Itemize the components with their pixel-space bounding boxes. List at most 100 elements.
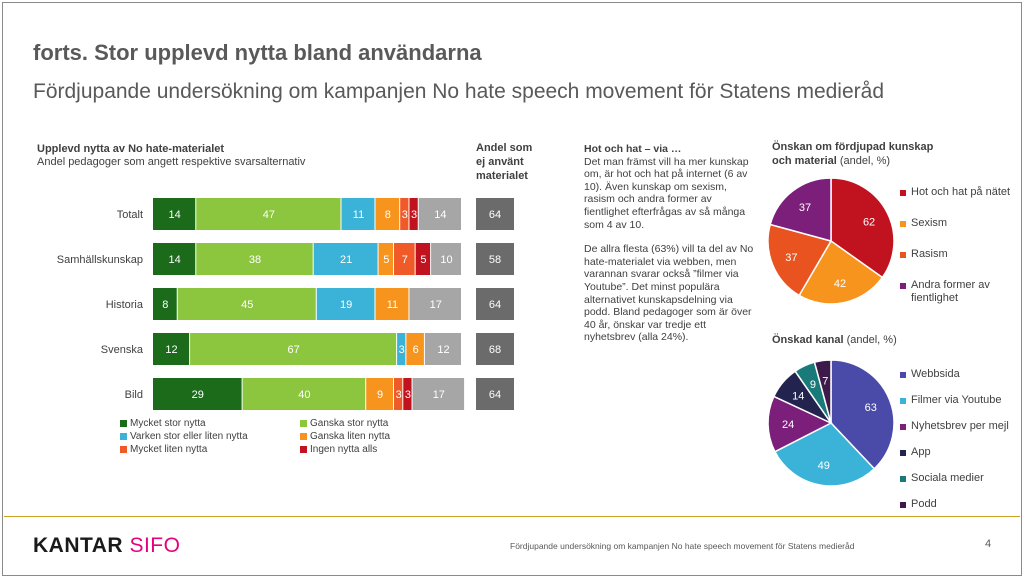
pie-value-label: 37 bbox=[785, 252, 797, 264]
pie-legend-label: Sociala medier bbox=[911, 472, 984, 484]
pie-slice bbox=[813, 359, 832, 424]
category-label: Svenska bbox=[101, 344, 144, 356]
bar-value-label: 5 bbox=[383, 254, 389, 266]
bar-value-label: 11 bbox=[387, 299, 398, 311]
bar-value-label: 7 bbox=[402, 254, 408, 266]
pie-value-label: 14 bbox=[792, 390, 804, 402]
pie-legend-swatch bbox=[900, 502, 906, 508]
pie1-title: Önskan om fördjupad kunskap och material… bbox=[772, 140, 933, 168]
bar-value-label: 19 bbox=[340, 299, 352, 311]
bar-value-label: 8 bbox=[162, 299, 168, 311]
pie-legend-swatch bbox=[900, 476, 906, 482]
pie2-title-suffix: (andel, %) bbox=[846, 334, 897, 346]
bar-chart-title: Upplevd nytta av No hate-materialet bbox=[37, 143, 225, 155]
bar-value-label: 67 bbox=[287, 344, 299, 356]
bar-segment bbox=[341, 198, 375, 230]
unused-share-heading-line: ej använt bbox=[476, 156, 524, 168]
legend-item: Mycket liten nytta bbox=[120, 443, 300, 455]
bar-chart-legend: Mycket stor nytta Ganska stor nytta Varken… bbox=[120, 417, 450, 455]
pie-legend-label: Andra former av fientlighet bbox=[911, 279, 990, 304]
pie2-title: Önskad kanal (andel, %) bbox=[772, 333, 897, 347]
bar-value-label: 40 bbox=[298, 389, 310, 401]
pie-legend-item: Webbsida bbox=[900, 368, 960, 381]
unused-share-heading-line: Andel som bbox=[476, 142, 533, 154]
legend-swatch bbox=[300, 432, 307, 440]
legend-label: Mycket liten nytta bbox=[130, 443, 208, 455]
bar-value-label: 8 bbox=[385, 209, 391, 221]
pie-legend-label: Rasism bbox=[911, 248, 948, 260]
pie-slice bbox=[773, 422, 876, 487]
pie-legend-label: Sexism bbox=[911, 217, 948, 229]
bar-value-label: 21 bbox=[340, 254, 352, 266]
pie-value-label: 49 bbox=[818, 460, 830, 472]
pie-legend-swatch bbox=[900, 372, 906, 378]
bar-value-label: 9 bbox=[377, 389, 383, 401]
category-label: Historia bbox=[106, 299, 144, 311]
unused-share-box bbox=[476, 243, 514, 275]
pie-legend-swatch bbox=[900, 221, 906, 227]
bar-segment bbox=[153, 288, 177, 320]
footer-text: Fördjupande undersökning om kampanjen No… bbox=[510, 541, 855, 551]
pie-legend-item: Andra former av fientlighet bbox=[900, 279, 990, 305]
bar-value-label: 3 bbox=[411, 209, 417, 221]
pie-legend-swatch bbox=[900, 283, 906, 289]
legend-label: Mycket stor nytta bbox=[130, 417, 206, 429]
bar-value-label: 38 bbox=[249, 254, 261, 266]
bar-segment bbox=[316, 288, 375, 320]
bar-segment bbox=[378, 243, 394, 275]
bar-value-label: 12 bbox=[437, 344, 449, 356]
bar-segment bbox=[375, 198, 400, 230]
pie-slice bbox=[767, 395, 833, 453]
unused-share-value: 64 bbox=[489, 299, 501, 311]
pie2-title-main: Önskad kanal bbox=[772, 334, 844, 346]
legend-label: Ganska liten nytta bbox=[310, 430, 391, 442]
commentary-paragraph: Det man främst vill ha mer kunskap om, ä… bbox=[584, 155, 749, 231]
slide-subtitle: Fördjupande undersökning om kampanjen No… bbox=[33, 80, 885, 103]
bar-segment bbox=[412, 378, 465, 410]
bar-segment bbox=[375, 288, 409, 320]
bar-segment bbox=[313, 243, 378, 275]
legend-swatch bbox=[120, 432, 127, 440]
pie-slice bbox=[767, 223, 833, 297]
pie1-title-line1: Önskan om fördjupad kunskap bbox=[772, 141, 934, 153]
bar-segment bbox=[153, 378, 242, 410]
pie-legend-label: Hot och hat på nätet bbox=[911, 186, 1011, 198]
legend-item: Ingen nytta alls bbox=[300, 443, 450, 455]
bar-value-label: 14 bbox=[434, 209, 446, 221]
pie-legend-swatch bbox=[900, 190, 906, 196]
pie-legend-swatch bbox=[900, 450, 906, 456]
pie-chart-channel: 63 49 24 14 9 7 bbox=[767, 359, 895, 487]
page-number: 4 bbox=[985, 538, 992, 550]
pie-legend-item: Rasism bbox=[900, 248, 948, 261]
bar-segment bbox=[394, 378, 403, 410]
bar-value-label: 3 bbox=[396, 389, 402, 401]
legend-item: Ganska liten nytta bbox=[300, 430, 450, 442]
category-label: Bild bbox=[125, 389, 143, 401]
bar-segment bbox=[366, 378, 394, 410]
unused-share-box bbox=[476, 288, 514, 320]
bar-value-label: 5 bbox=[420, 254, 426, 266]
bar-segment bbox=[431, 243, 461, 275]
unused-share-heading-line: materialet bbox=[476, 170, 528, 182]
legend-label: Varken stor eller liten nytta bbox=[130, 430, 248, 442]
pie-slice bbox=[769, 177, 832, 242]
bar-value-label: 11 bbox=[353, 209, 364, 221]
pie-legend-item: App bbox=[900, 446, 931, 459]
bar-value-label: 14 bbox=[169, 209, 181, 221]
bar-segment bbox=[424, 333, 461, 365]
bar-segment bbox=[394, 243, 415, 275]
pie-slice bbox=[830, 177, 895, 279]
unused-share-value: 68 bbox=[489, 344, 501, 356]
pie-legend-item: Hot och hat på nätet bbox=[900, 186, 1010, 199]
bar-value-label: 3 bbox=[405, 389, 411, 401]
pie-chart-knowledge: 62 42 37 37 bbox=[767, 177, 895, 305]
unused-share-value: 64 bbox=[489, 209, 501, 221]
legend-swatch bbox=[120, 419, 127, 427]
footer-divider bbox=[4, 516, 1020, 517]
bar-segment bbox=[242, 378, 366, 410]
logo-sifo: SIFO bbox=[129, 534, 181, 557]
legend-swatch bbox=[300, 419, 307, 427]
pie-legend-item: Nyhetsbrev per mejl bbox=[900, 420, 1009, 433]
legend-swatch bbox=[120, 445, 127, 453]
